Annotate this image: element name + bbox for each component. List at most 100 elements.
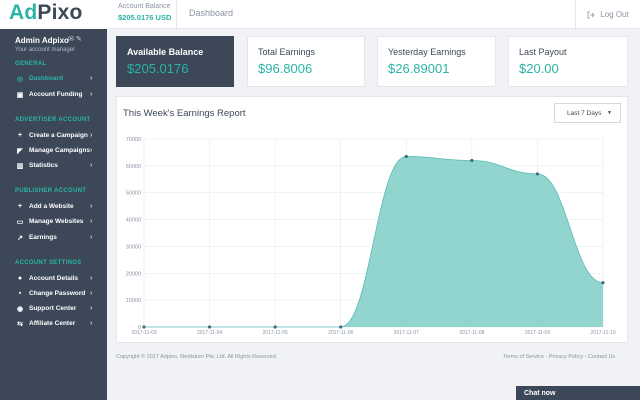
card-value: $26.89001: [388, 61, 450, 76]
sidebar-item-support-center[interactable]: ◉ Support Center ›: [0, 302, 107, 315]
y-tick-label: 10000: [126, 298, 141, 304]
mail-icon[interactable]: ✉: [68, 36, 76, 43]
chevron-right-icon: ›: [90, 132, 93, 139]
sidebar-item-label: Add a Website: [29, 203, 74, 210]
user-icon: ●: [17, 275, 23, 282]
sidebar-item-label: Support Center: [29, 305, 77, 312]
x-tick-label: 2017-11-10: [590, 330, 615, 336]
card-label: Yesterday Earnings: [388, 47, 466, 57]
plus-icon: +: [17, 132, 23, 139]
date-range-select[interactable]: Last 7 Days ▼: [554, 103, 621, 123]
footer-links[interactable]: Terms of Service - Privacy Policy - Cont…: [503, 354, 616, 360]
sidebar-item-account-details[interactable]: ● Account Details ›: [0, 272, 107, 285]
sidebar-item-statistics[interactable]: ▥ Statistics ›: [0, 159, 107, 172]
chevron-right-icon: ›: [90, 305, 93, 312]
card-total-earnings: Total Earnings $96.8006: [247, 36, 365, 87]
sidebar-item-label: Manage Websites: [29, 218, 84, 225]
card-available-balance: Available Balance $205.0176: [116, 36, 234, 87]
line-chart-icon: ↗: [17, 234, 23, 242]
data-point: [470, 158, 474, 163]
date-range-value: Last 7 Days: [567, 109, 602, 117]
card-value: $20.00: [519, 61, 559, 76]
sidebar-item-label: Account Funding: [29, 91, 83, 98]
plus-icon: +: [17, 203, 23, 210]
sidebar-item-label: Manage Campaigns: [29, 147, 91, 154]
share-icon: ⇆: [17, 320, 23, 328]
x-tick-label: 2017-11-04: [197, 330, 222, 336]
user-subtitle: Your account manager: [15, 47, 76, 53]
edit-icon[interactable]: ✎: [75, 36, 84, 43]
sidebar-item-change-password[interactable]: ▪ Change Password ›: [0, 287, 107, 300]
sidebar-item-manage-campaigns[interactable]: ◤ Manage Campaigns ›: [0, 144, 107, 157]
caret-down-icon: ▼: [607, 110, 612, 116]
sidebar-item-label: Earnings: [29, 234, 57, 241]
chevron-right-icon: ›: [90, 147, 93, 154]
data-point: [142, 325, 146, 329]
x-tick-label: 2017-11-03: [131, 330, 156, 336]
breadcrumb[interactable]: Dashboard: [189, 8, 234, 18]
sidebar-item-label: Account Details: [29, 275, 79, 282]
x-tick-label: 2017-11-09: [525, 330, 550, 336]
y-tick-label: 0: [138, 325, 141, 331]
data-point: [207, 325, 212, 329]
account-balance: Account Balance $205.0176 USD: [109, 0, 177, 29]
chevron-right-icon: ›: [90, 290, 93, 297]
section-general: GENERAL: [15, 61, 47, 67]
chevron-right-icon: ›: [90, 218, 93, 225]
sidebar-item-manage-websites[interactable]: ▭ Manage Websites ›: [0, 215, 107, 228]
megaphone-icon: ◤: [17, 147, 23, 155]
logo-part-ad: Ad: [9, 1, 38, 24]
y-tick-label: 40000: [126, 218, 141, 224]
sidebar: Admin Adpixo ✉✎ Your account manager GEN…: [0, 29, 107, 400]
x-tick-label: 2017-11-05: [263, 330, 288, 336]
chevron-right-icon: ›: [90, 203, 93, 210]
data-point: [404, 154, 408, 159]
sidebar-item-dashboard[interactable]: ◎ Dashboard ›: [0, 72, 107, 85]
sidebar-item-create-campaign[interactable]: + Create a Campaign ›: [0, 129, 107, 142]
card-label: Last Payout: [519, 47, 567, 57]
chat-now-button[interactable]: Chat now: [516, 386, 640, 400]
y-tick-label: 70000: [126, 137, 141, 143]
chevron-right-icon: ›: [90, 320, 93, 327]
sidebar-item-label: Change Password: [29, 290, 86, 297]
y-tick-label: 50000: [126, 191, 141, 197]
user-action-icons: ✉✎: [68, 35, 84, 43]
earnings-chart: 0 10000 20000 30000 40000 50000 60000 70000 2017…: [126, 137, 616, 336]
section-settings: ACCOUNT SETTINGS: [15, 260, 82, 266]
data-point: [601, 281, 605, 285]
chevron-right-icon: ›: [90, 91, 93, 98]
card-value: $96.8006: [258, 61, 313, 76]
y-tick-label: 60000: [126, 164, 141, 170]
money-icon: ▣: [16, 91, 24, 99]
chart-icon: ▥: [16, 162, 24, 170]
logout-label: Log Out: [600, 10, 629, 19]
chevron-right-icon: ›: [90, 75, 93, 82]
user-name[interactable]: Admin Adpixo: [15, 36, 69, 45]
y-tick-label: 30000: [126, 244, 141, 250]
earnings-report-panel: This Week's Earnings Report Last 7 Days …: [116, 96, 628, 343]
card-value: $205.0176: [127, 61, 189, 76]
logo-container[interactable]: AdPixo: [0, 0, 109, 29]
sidebar-item-label: Dashboard: [29, 75, 63, 82]
data-point: [273, 325, 277, 329]
sidebar-item-account-funding[interactable]: ▣ Account Funding ›: [0, 88, 107, 101]
sidebar-item-label: Statistics: [29, 162, 58, 169]
logout-icon: [587, 11, 595, 18]
sidebar-item-affiliate-center[interactable]: ⇆ Affiliate Center ›: [0, 317, 107, 330]
card-label: Available Balance: [127, 47, 204, 57]
logo[interactable]: AdPixo: [9, 1, 83, 25]
sidebar-item-label: Create a Campaign: [29, 132, 88, 139]
data-point: [535, 172, 540, 176]
sidebar-item-add-website[interactable]: + Add a Website ›: [0, 200, 107, 213]
section-publisher: PUBLISHER ACCOUNT: [15, 188, 87, 194]
sidebar-item-label: Affiliate Center: [29, 320, 76, 327]
x-tick-label: 2017-11-08: [459, 330, 484, 336]
balance-label: Account Balance: [118, 3, 171, 10]
logout-button[interactable]: Log Out: [575, 0, 640, 29]
balance-value: $205.0176 USD: [118, 13, 172, 22]
support-icon: ◉: [16, 305, 24, 313]
x-tick-label: 2017-11-07: [394, 330, 419, 336]
chevron-right-icon: ›: [90, 234, 93, 241]
sidebar-item-earnings[interactable]: ↗ Earnings ›: [0, 231, 107, 244]
dashboard-icon: ◎: [16, 75, 24, 83]
